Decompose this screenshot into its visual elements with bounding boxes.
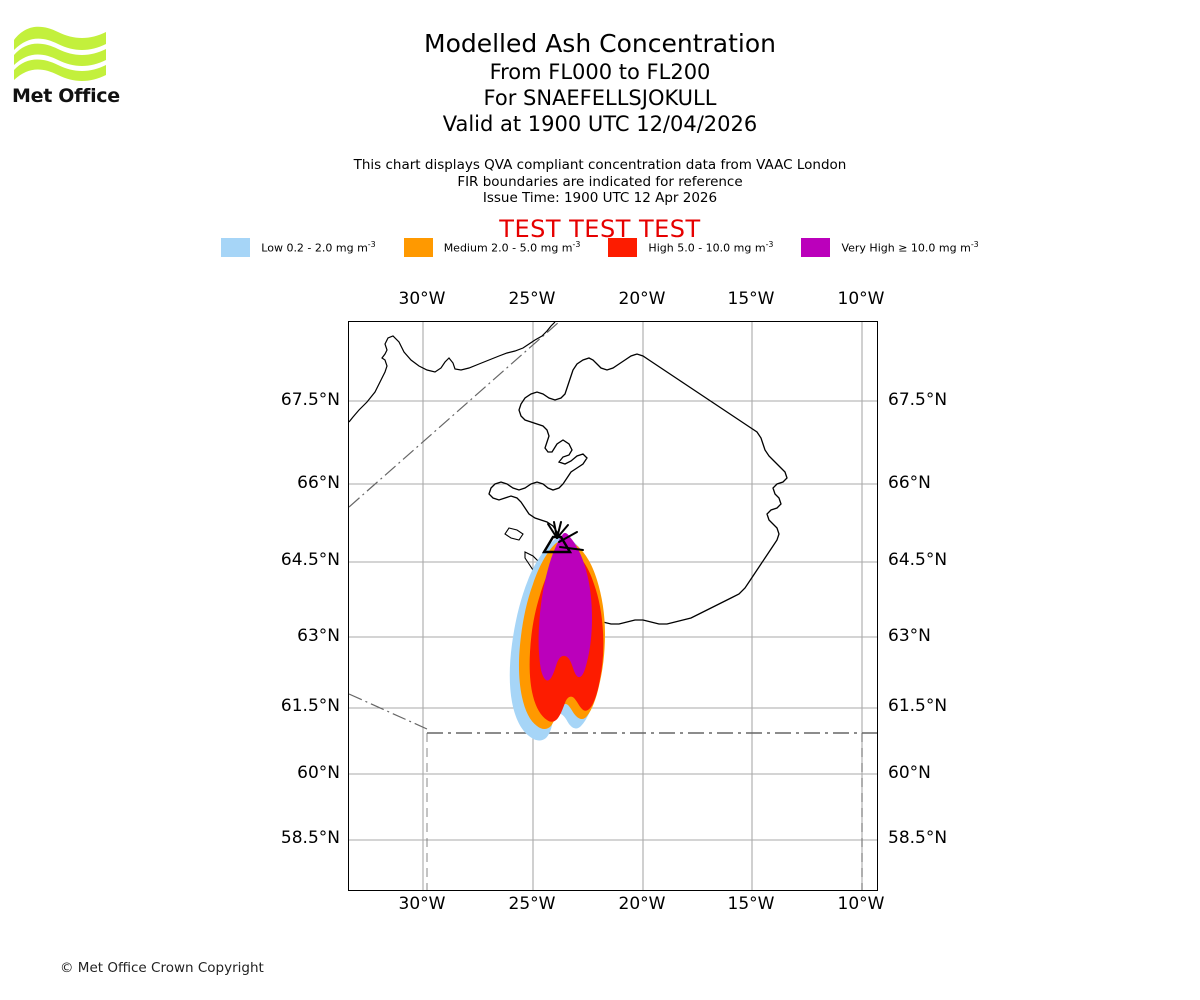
copyright-footer: © Met Office Crown Copyright	[60, 960, 264, 976]
x-tick-top-25W: 25°W	[508, 289, 556, 309]
legend-label-medium: Medium 2.0 - 5.0 mg m-3	[443, 240, 581, 255]
x-tick-bottom-25W: 25°W	[508, 894, 556, 914]
x-tick-bottom-30W: 30°W	[398, 894, 446, 914]
map-canvas	[349, 322, 877, 890]
legend-label-low: Low 0.2 - 2.0 mg m-3	[261, 240, 376, 255]
y-tick-left-63N: 63°N	[297, 626, 340, 646]
y-tick-left-66N: 66°N	[297, 473, 340, 493]
fir-boundaries	[349, 322, 877, 890]
concentration-legend: Low 0.2 - 2.0 mg m-3 Medium 2.0 - 5.0 mg…	[0, 238, 1200, 257]
ash-plume	[509, 533, 605, 741]
x-tick-top-20W: 20°W	[618, 289, 666, 309]
issue-time: Issue Time: 1900 UTC 12 Apr 2026	[482, 190, 718, 206]
x-tick-bottom-15W: 15°W	[727, 894, 775, 914]
valid-time-line: Valid at 1900 UTC 12/04/2026	[442, 112, 758, 136]
x-tick-top-10W: 10°W	[837, 289, 885, 309]
x-tick-bottom-20W: 20°W	[618, 894, 666, 914]
y-tick-left-585N: 58.5°N	[280, 828, 340, 848]
y-tick-left-615N: 61.5°N	[280, 696, 340, 716]
legend-label-high: High 5.0 - 10.0 mg m-3	[648, 240, 774, 255]
met-office-waves-icon	[14, 26, 106, 81]
greenland-coastline	[349, 322, 556, 423]
x-tick-top-30W: 30°W	[398, 289, 446, 309]
chart-title-block: Modelled Ash Concentration From FL000 to…	[0, 28, 1200, 137]
graticule-grid	[349, 322, 877, 890]
y-tick-right-63N: 63°N	[888, 626, 931, 646]
legend-swatch-very-high	[801, 238, 831, 257]
met-office-logo-text: Met Office	[12, 85, 120, 107]
fir-note: FIR boundaries are indicated for referen…	[457, 173, 743, 190]
legend-swatch-high	[608, 238, 638, 257]
chart-subtitle-block: This chart displays QVA compliant concen…	[0, 157, 1200, 207]
fir-nw-diagonal	[349, 322, 560, 508]
plot-frame	[348, 321, 878, 891]
iceland-coastline	[488, 353, 788, 625]
legend-item-medium: Medium 2.0 - 5.0 mg m-3	[403, 238, 581, 257]
test-banner: TEST TEST TEST	[499, 215, 701, 243]
y-tick-right-66N: 66°N	[888, 473, 931, 493]
legend-label-very-high: Very High ≥ 10.0 mg m-3	[841, 240, 979, 255]
page-title: Modelled Ash Concentration	[424, 29, 776, 58]
y-tick-right-585N: 58.5°N	[888, 828, 948, 848]
ash-contour-very-high	[538, 533, 592, 681]
y-tick-right-645N: 64.5°N	[888, 550, 948, 570]
legend-item-very-high: Very High ≥ 10.0 mg m-3	[801, 238, 979, 257]
legend-swatch-medium	[403, 238, 433, 257]
y-tick-right-675N: 67.5°N	[888, 390, 948, 410]
flight-level-line: From FL000 to FL200	[489, 60, 711, 84]
y-tick-left-675N: 67.5°N	[280, 390, 340, 410]
legend-item-high: High 5.0 - 10.0 mg m-3	[608, 238, 773, 257]
y-tick-right-615N: 61.5°N	[888, 696, 948, 716]
fir-sw-diagonal	[349, 693, 428, 730]
legend-item-low: Low 0.2 - 2.0 mg m-3	[221, 238, 376, 257]
y-tick-left-60N: 60°N	[297, 763, 340, 783]
y-tick-right-60N: 60°N	[888, 763, 931, 783]
qva-note: This chart displays QVA compliant concen…	[353, 157, 847, 173]
volcano-name-line: For SNAEFELLSJOKULL	[483, 86, 717, 110]
x-tick-bottom-10W: 10°W	[837, 894, 885, 914]
volcano-icon	[541, 521, 584, 554]
ash-concentration-map[interactable]	[348, 321, 878, 891]
x-tick-top-15W: 15°W	[727, 289, 775, 309]
met-office-logo: Met Office	[12, 22, 122, 107]
y-tick-left-645N: 64.5°N	[280, 550, 340, 570]
legend-swatch-low	[221, 238, 251, 257]
